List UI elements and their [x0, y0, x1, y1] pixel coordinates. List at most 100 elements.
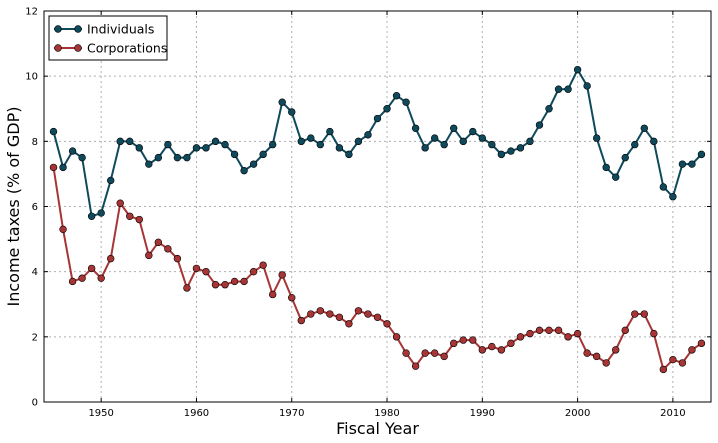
data-point-individuals	[202, 144, 210, 152]
data-point-individuals	[240, 166, 248, 175]
data-point-corporations	[650, 329, 658, 338]
data-point-corporations	[497, 346, 506, 354]
series-line-individuals	[52, 68, 703, 218]
data-point-individuals	[469, 127, 477, 136]
data-point-individuals	[126, 137, 134, 146]
data-point-corporations	[202, 267, 210, 276]
data-point-corporations	[183, 284, 191, 292]
data-point-corporations	[116, 199, 124, 207]
data-point-corporations	[402, 349, 410, 357]
data-point-individuals	[154, 153, 163, 162]
data-point-corporations	[564, 333, 572, 341]
data-point-individuals	[621, 153, 629, 162]
data-point-individuals	[249, 160, 258, 168]
data-point-individuals	[507, 147, 515, 155]
x-tick-label: 1990	[470, 408, 495, 419]
data-point-individuals	[650, 137, 658, 146]
data-point-corporations	[59, 225, 67, 234]
data-point-individuals	[49, 127, 58, 136]
data-point-corporations	[316, 307, 325, 315]
data-point-corporations	[488, 342, 496, 351]
legend-marker-individuals	[54, 25, 62, 33]
data-point-corporations	[297, 316, 305, 325]
data-point-individuals	[268, 140, 277, 149]
data-point-corporations	[268, 290, 277, 299]
data-point-corporations	[383, 320, 391, 328]
legend-box	[48, 15, 168, 61]
data-point-corporations	[326, 310, 334, 318]
data-point-corporations	[421, 349, 429, 357]
grid	[44, 11, 711, 402]
data-point-corporations	[583, 349, 591, 357]
y-tick-label: 8	[32, 137, 38, 148]
legend-marker-corporations	[54, 44, 62, 52]
data-point-individuals	[669, 193, 677, 201]
data-point-corporations	[249, 267, 258, 276]
data-point-corporations	[78, 274, 86, 282]
y-tick-label: 0	[32, 398, 38, 409]
data-point-corporations	[373, 313, 382, 321]
data-point-corporations	[126, 212, 134, 220]
data-point-individuals	[106, 176, 115, 185]
data-point-corporations	[221, 281, 229, 289]
x-tick-label: 1970	[279, 408, 304, 419]
legend-marker-individuals	[74, 25, 82, 33]
data-point-corporations	[259, 261, 267, 269]
legend-label-individuals: Individuals	[87, 22, 154, 37]
data-point-corporations	[345, 320, 353, 328]
data-point-individuals	[554, 85, 563, 93]
data-point-individuals	[278, 98, 286, 106]
data-point-corporations	[68, 277, 77, 286]
data-point-corporations	[459, 336, 467, 344]
data-point-corporations	[278, 271, 286, 279]
data-point-individuals	[87, 212, 96, 220]
y-tick-label: 2	[32, 332, 38, 343]
data-point-individuals	[564, 85, 572, 93]
data-point-corporations	[440, 352, 448, 361]
data-point-corporations	[450, 339, 458, 348]
data-point-individuals	[316, 140, 325, 149]
data-point-corporations	[49, 163, 58, 172]
data-point-individuals	[678, 160, 687, 168]
data-point-individuals	[164, 140, 172, 149]
data-point-corporations	[307, 310, 315, 318]
data-point-corporations	[631, 310, 639, 318]
data-point-corporations	[602, 359, 610, 367]
legend: Individuals Corporations	[48, 15, 168, 61]
data-point-individuals	[183, 153, 191, 162]
data-point-individuals	[335, 144, 344, 152]
data-point-individuals	[145, 160, 153, 168]
data-point-individuals	[516, 144, 525, 152]
series	[49, 65, 706, 374]
data-point-corporations	[592, 352, 601, 361]
data-point-corporations	[621, 326, 629, 335]
data-point-corporations	[173, 254, 182, 263]
data-point-corporations	[240, 277, 248, 286]
data-point-individuals	[230, 150, 239, 159]
data-point-individuals	[430, 134, 439, 142]
y-tick-label: 6	[32, 202, 38, 213]
data-point-corporations	[354, 307, 363, 315]
data-point-corporations	[697, 339, 706, 348]
data-point-corporations	[164, 245, 172, 253]
data-point-individuals	[173, 153, 182, 162]
data-point-individuals	[326, 127, 334, 136]
legend-marker-corporations	[74, 44, 82, 52]
series-corporations	[49, 163, 706, 374]
data-point-individuals	[697, 150, 706, 159]
data-point-corporations	[392, 333, 401, 341]
x-tick-label: 2000	[565, 408, 590, 419]
data-point-individuals	[68, 147, 77, 155]
data-point-corporations	[545, 326, 553, 335]
data-point-corporations	[230, 277, 239, 286]
data-point-individuals	[345, 150, 353, 159]
data-point-individuals	[373, 114, 382, 123]
data-point-corporations	[535, 326, 544, 335]
data-point-individuals	[116, 137, 124, 146]
data-point-individuals	[478, 134, 487, 142]
data-point-corporations	[411, 362, 420, 370]
data-point-corporations	[335, 313, 344, 321]
data-point-corporations	[106, 254, 115, 263]
data-point-corporations	[640, 310, 648, 318]
